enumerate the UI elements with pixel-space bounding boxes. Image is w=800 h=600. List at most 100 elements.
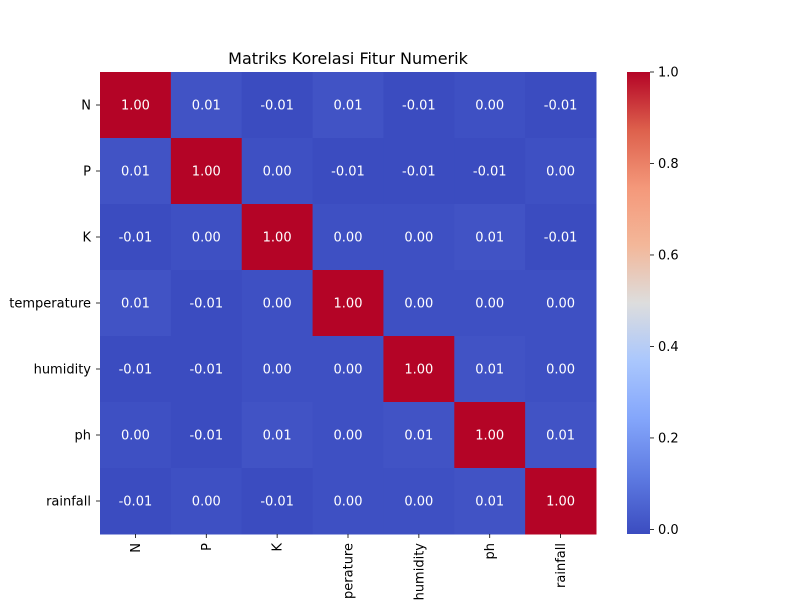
heatmap-cell bbox=[525, 402, 597, 469]
cell-annotation: -0.01 bbox=[402, 165, 436, 180]
heatmap-cell bbox=[312, 72, 384, 139]
heatmap-cell bbox=[383, 204, 455, 271]
x-tick-label: rainfall bbox=[554, 543, 569, 588]
cell-annotation: 1.00 bbox=[546, 495, 575, 510]
y-tick-label: humidity bbox=[34, 363, 92, 378]
cell-annotation: -0.01 bbox=[119, 363, 153, 378]
colorbar-tick-label: 0.2 bbox=[658, 431, 679, 446]
cell-annotation: -0.01 bbox=[189, 297, 223, 312]
heatmap-cell bbox=[383, 72, 455, 139]
heatmap-cell bbox=[170, 468, 243, 535]
cell-annotation: 1.00 bbox=[121, 99, 150, 114]
colorbar-gradient bbox=[627, 72, 650, 534]
cell-annotation: 1.00 bbox=[192, 165, 221, 180]
heatmap-cell bbox=[241, 72, 314, 139]
cell-annotation: -0.01 bbox=[119, 231, 153, 246]
cell-annotation: 0.00 bbox=[263, 363, 292, 378]
y-tick-label: P bbox=[83, 165, 91, 180]
heatmap-cell bbox=[525, 72, 597, 139]
cell-annotation: 0.01 bbox=[121, 297, 150, 312]
cell-annotation: 0.00 bbox=[404, 231, 433, 246]
x-tick-label: P bbox=[200, 543, 215, 551]
cell-annotation: -0.01 bbox=[331, 165, 365, 180]
cell-annotation: 0.00 bbox=[404, 297, 433, 312]
heatmap-cell bbox=[170, 336, 243, 403]
cell-annotation: 0.01 bbox=[475, 363, 504, 378]
heatmap-cell bbox=[454, 402, 526, 469]
heatmap-cell bbox=[454, 270, 526, 337]
heatmap-cell bbox=[170, 138, 243, 205]
heatmap-cell bbox=[312, 138, 384, 205]
heatmap-cell bbox=[383, 402, 455, 469]
y-tick-label: rainfall bbox=[46, 495, 91, 510]
y-tick-label: K bbox=[82, 231, 91, 246]
colorbar-tick-label: 0.8 bbox=[658, 157, 679, 172]
heatmap-cell bbox=[312, 402, 384, 469]
cell-annotation: 0.00 bbox=[475, 297, 504, 312]
colorbar-tick-label: 1.0 bbox=[658, 66, 679, 81]
x-tick-label: temperature bbox=[342, 543, 357, 600]
heatmap-cell bbox=[241, 204, 314, 271]
heatmap-cell bbox=[454, 204, 526, 271]
cell-annotation: -0.01 bbox=[119, 495, 153, 510]
cell-annotation: 0.01 bbox=[263, 429, 292, 444]
x-tick-label: N bbox=[129, 543, 144, 553]
cell-annotation: -0.01 bbox=[189, 363, 223, 378]
cell-annotation: 0.01 bbox=[121, 165, 150, 180]
cell-annotation: -0.01 bbox=[473, 165, 507, 180]
cell-annotation: 0.00 bbox=[121, 429, 150, 444]
y-tick-label: N bbox=[81, 99, 91, 114]
colorbar-tick-label: 0.4 bbox=[658, 340, 679, 355]
heatmap-cell bbox=[241, 270, 314, 337]
heatmap-cell bbox=[525, 204, 597, 271]
heatmap-cell bbox=[383, 336, 455, 403]
heatmap-cell bbox=[241, 138, 314, 205]
x-tick-label: K bbox=[271, 543, 286, 552]
cell-annotation: 0.00 bbox=[263, 165, 292, 180]
y-tick-label: ph bbox=[75, 429, 92, 444]
heatmap-cell bbox=[170, 402, 243, 469]
heatmap-cell bbox=[241, 402, 314, 469]
heatmap-cell bbox=[100, 204, 172, 271]
heatmap-cell bbox=[525, 468, 597, 535]
heatmap-cell bbox=[241, 468, 314, 535]
cell-annotation: 0.01 bbox=[475, 495, 504, 510]
cell-annotation: 1.00 bbox=[334, 297, 363, 312]
heatmap-cell bbox=[100, 402, 172, 469]
x-tick-label: humidity bbox=[412, 543, 427, 600]
heatmap-cell bbox=[312, 336, 384, 403]
cell-annotation: 0.00 bbox=[475, 99, 504, 114]
cell-annotation: 1.00 bbox=[404, 363, 433, 378]
heatmap-cells bbox=[100, 72, 597, 535]
cell-annotation: 0.00 bbox=[546, 297, 575, 312]
cell-annotation: 0.00 bbox=[334, 495, 363, 510]
heatmap-cell bbox=[100, 270, 172, 337]
heatmap-cell bbox=[100, 72, 172, 139]
heatmap-cell bbox=[312, 468, 384, 535]
cell-annotation: 0.00 bbox=[334, 429, 363, 444]
cell-annotation: 1.00 bbox=[475, 429, 504, 444]
cell-annotation: 1.00 bbox=[263, 231, 292, 246]
heatmap-annotations: 1.00 0.01 -0.01 0.01 -0.01 0.00 -0.01 0.01 1.00 0… bbox=[119, 99, 578, 510]
cell-annotation: 0.00 bbox=[192, 231, 221, 246]
colorbar: 0.0 0.2 0.4 0.6 0.8 1.0 bbox=[627, 66, 679, 538]
heatmap-cell bbox=[312, 204, 384, 271]
cell-annotation: -0.01 bbox=[402, 99, 436, 114]
cell-annotation: -0.01 bbox=[260, 99, 294, 114]
heatmap-cell bbox=[525, 270, 597, 337]
cell-annotation: -0.01 bbox=[544, 99, 578, 114]
cell-annotation: 0.01 bbox=[334, 99, 363, 114]
cell-annotation: 0.01 bbox=[546, 429, 575, 444]
heatmap-cell bbox=[383, 468, 455, 535]
y-tick-label: temperature bbox=[9, 297, 91, 312]
heatmap-cell bbox=[525, 138, 597, 205]
cell-annotation: 0.00 bbox=[404, 495, 433, 510]
heatmap-cell bbox=[170, 72, 243, 139]
colorbar-tick-label: 0.6 bbox=[658, 248, 679, 263]
cell-annotation: 0.00 bbox=[334, 363, 363, 378]
heatmap-cell bbox=[454, 468, 526, 535]
cell-annotation: 0.01 bbox=[475, 231, 504, 246]
heatmap-cell bbox=[454, 72, 526, 139]
